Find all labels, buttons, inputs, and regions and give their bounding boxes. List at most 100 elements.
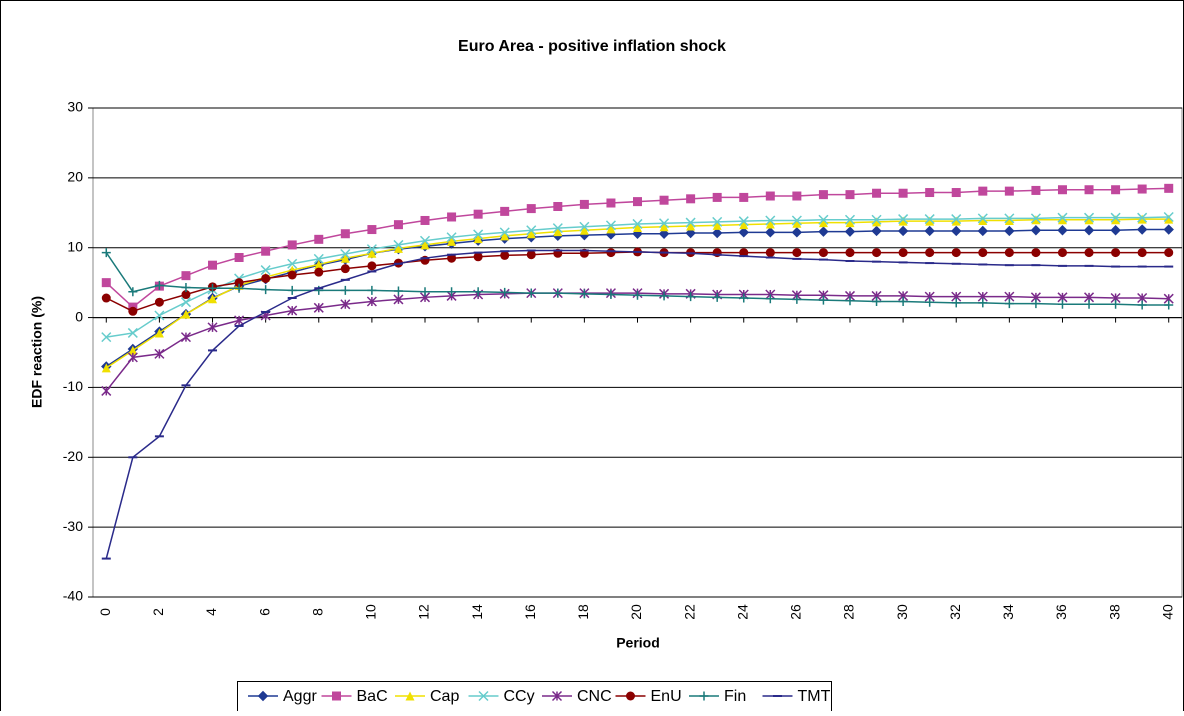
legend-label: CCy (504, 688, 535, 705)
marker (711, 227, 723, 239)
marker (260, 265, 271, 276)
marker (1137, 212, 1148, 223)
marker (872, 188, 882, 198)
x-tick-label: 8 (309, 608, 325, 616)
plot-area (92, 107, 1183, 598)
marker (1004, 213, 1015, 224)
marker (686, 221, 696, 231)
marker (1084, 215, 1094, 225)
marker (579, 225, 589, 235)
marker (1111, 248, 1121, 258)
x-tick-label: 22 (681, 604, 697, 620)
marker (739, 293, 749, 303)
marker (207, 322, 218, 333)
marker (261, 285, 271, 295)
y-tick-label: -30 (63, 518, 83, 534)
marker (340, 299, 351, 310)
y-tick-label: 20 (67, 169, 83, 185)
marker (898, 188, 908, 198)
marker (526, 288, 536, 298)
marker (897, 225, 909, 237)
marker (951, 248, 961, 258)
marker (1057, 185, 1067, 195)
marker (1004, 225, 1015, 237)
marker (1057, 225, 1068, 236)
marker (818, 226, 829, 237)
marker (552, 223, 563, 234)
marker (1111, 299, 1121, 309)
marker (1163, 211, 1174, 223)
marker (473, 252, 483, 262)
marker (1164, 248, 1174, 258)
marker (792, 248, 802, 258)
marker (393, 294, 404, 305)
marker (1084, 248, 1094, 258)
marker (1057, 215, 1067, 225)
marker (287, 240, 297, 250)
marker (845, 296, 855, 306)
marker (314, 267, 324, 277)
marker (1110, 225, 1121, 236)
marker (553, 227, 563, 237)
marker (712, 220, 722, 230)
marker (234, 278, 244, 288)
marker (712, 192, 722, 202)
marker (871, 225, 882, 237)
marker (712, 216, 723, 227)
marker (128, 306, 138, 316)
x-tick-label: 10 (363, 604, 379, 620)
marker (632, 218, 643, 229)
marker (1084, 299, 1094, 309)
marker (739, 248, 749, 258)
x-tick-label: 20 (628, 604, 644, 620)
marker (845, 218, 855, 228)
marker (872, 217, 882, 227)
marker (605, 220, 616, 231)
y-tick-label: -40 (63, 588, 83, 604)
marker (1137, 214, 1147, 224)
marker (181, 309, 191, 319)
marker (499, 227, 510, 238)
marker (234, 315, 245, 326)
marker (844, 226, 856, 237)
marker (261, 273, 271, 283)
marker (712, 248, 722, 258)
marker (1163, 224, 1174, 235)
marker (686, 292, 696, 302)
marker (925, 188, 935, 198)
marker (818, 248, 828, 258)
marker (551, 690, 563, 702)
marker (898, 214, 909, 225)
marker (1030, 213, 1041, 224)
marker (1164, 300, 1174, 310)
marker (128, 287, 138, 297)
marker (287, 285, 297, 295)
marker (208, 260, 218, 270)
legend-label: TMT (798, 688, 831, 705)
marker (447, 253, 457, 263)
marker (845, 190, 855, 200)
legend-label: CNC (577, 688, 612, 705)
legend-label: Aggr (283, 688, 317, 705)
marker (898, 248, 908, 258)
marker (1137, 184, 1147, 194)
x-tick-label: 32 (947, 604, 963, 620)
marker (101, 385, 112, 396)
marker (658, 228, 670, 239)
marker (367, 248, 377, 258)
marker (101, 293, 111, 303)
marker (633, 197, 642, 207)
x-tick-label: 26 (788, 604, 804, 620)
marker (872, 248, 882, 258)
marker (977, 225, 989, 237)
marker (633, 290, 642, 300)
marker (659, 291, 669, 301)
marker (1031, 185, 1041, 195)
marker (951, 216, 961, 226)
marker (446, 232, 457, 243)
marker (951, 298, 961, 308)
marker (393, 239, 404, 250)
x-tick-label: 16 (522, 604, 538, 620)
marker (340, 285, 350, 295)
